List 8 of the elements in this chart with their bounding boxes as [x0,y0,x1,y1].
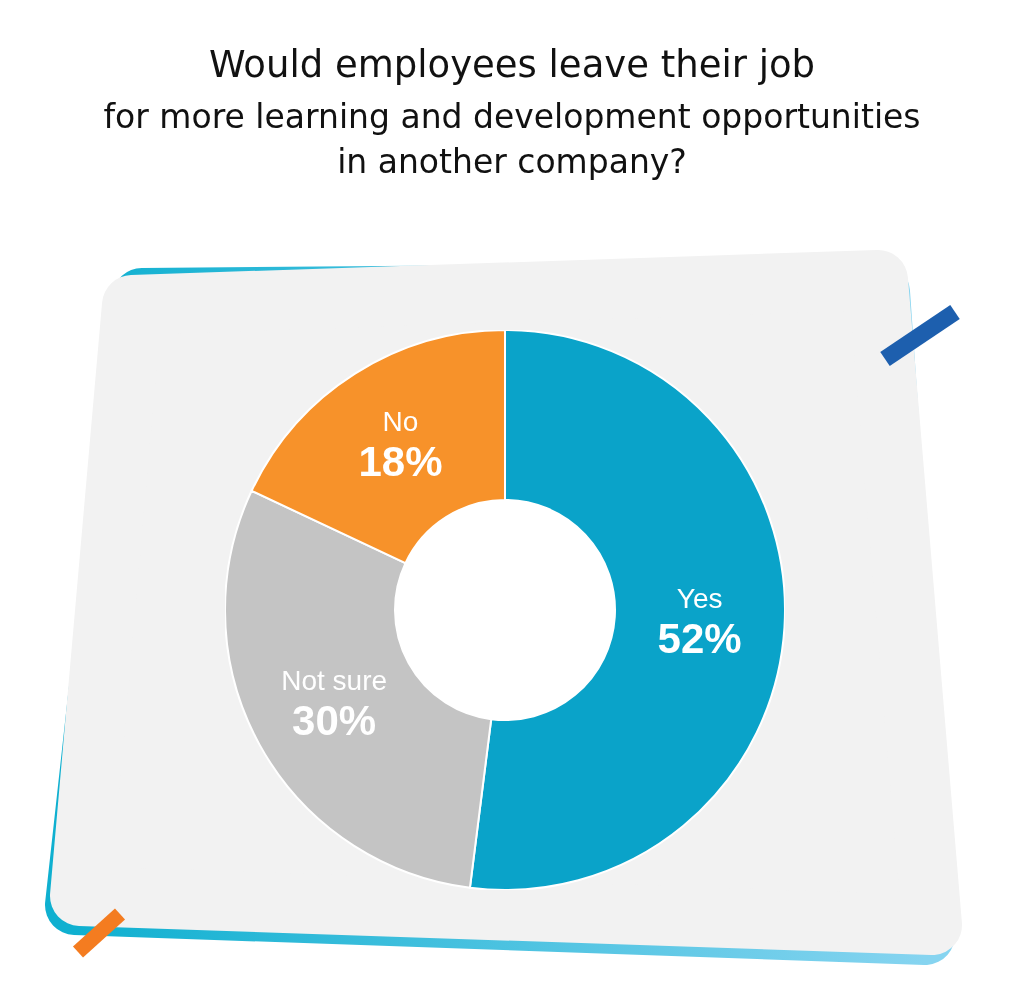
chart-subtitle: for more learning and development opportunities in another company? [102,96,922,183]
data-label: 30% [292,696,377,744]
chart-title: Would employees leave their job [207,42,817,88]
slice-label: Yes [676,583,723,615]
data-label: 18% [358,438,443,486]
slice-label: No [382,406,419,438]
slice-label: Not sure [281,664,388,696]
data-label: 52% [657,615,742,663]
